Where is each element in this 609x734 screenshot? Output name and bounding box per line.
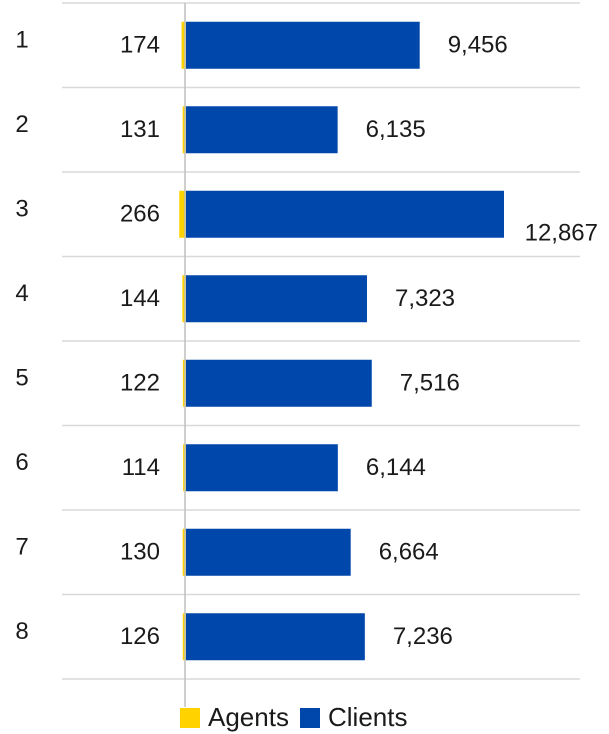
clients-bar (186, 613, 365, 661)
clients-value-label: 6,144 (366, 454, 426, 481)
clients-value-label: 6,664 (379, 539, 439, 566)
category-label: 2 (15, 111, 28, 138)
category-label: 3 (15, 196, 28, 223)
agents-value-label: 131 (120, 116, 160, 143)
agents-bar (182, 275, 186, 323)
clients-value-label: 7,516 (400, 370, 460, 397)
category-label: 8 (15, 618, 28, 645)
agents-value-label: 126 (120, 623, 160, 650)
clients-bar (186, 106, 338, 154)
agents-bar (181, 21, 186, 69)
clients-bar (186, 528, 351, 576)
clients-bar (186, 444, 338, 492)
clients-bar (186, 359, 372, 407)
clients-value-label: 12,867 (525, 220, 598, 247)
agents-value-label: 174 (120, 32, 160, 59)
clients-value-label: 7,236 (393, 623, 453, 650)
category-label: 6 (15, 449, 28, 476)
agents-value-label: 130 (120, 539, 160, 566)
category-label: 1 (15, 27, 28, 54)
category-label: 7 (15, 534, 28, 561)
agents-value-label: 266 (120, 201, 160, 228)
agents-value-label: 122 (120, 370, 160, 397)
clients-value-label: 6,135 (366, 116, 426, 143)
agents-bar (179, 190, 186, 238)
legend-label-agents: Agents (208, 702, 289, 732)
clients-bar (186, 190, 504, 238)
agents-value-label: 114 (122, 454, 160, 481)
clients-bar (186, 21, 420, 69)
legend-label-clients: Clients (328, 702, 407, 732)
category-label: 5 (15, 365, 28, 392)
agents-value-label: 144 (120, 285, 160, 312)
clients-bar (186, 275, 367, 323)
clients-value-label: 9,456 (448, 32, 508, 59)
clients-value-label: 7,323 (395, 285, 455, 312)
legend-swatch-clients (300, 708, 320, 728)
legend-swatch-agents (180, 708, 200, 728)
category-label: 4 (15, 280, 28, 307)
